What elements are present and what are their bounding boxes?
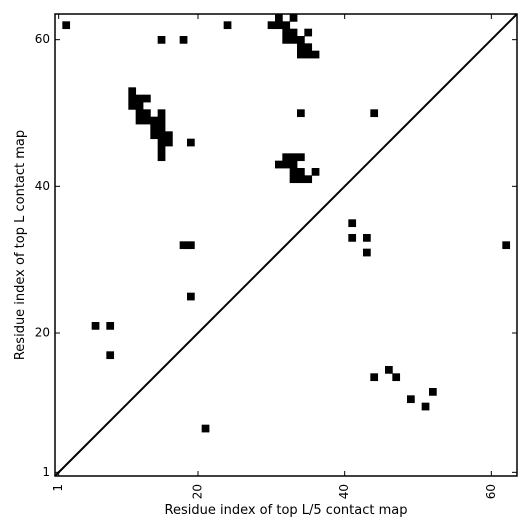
- contact-cell: [370, 109, 379, 118]
- contact-cell: [201, 424, 210, 433]
- contact-cell: [187, 138, 195, 147]
- x-tick-label: 1: [51, 484, 65, 492]
- contact-cell: [157, 116, 166, 125]
- x-tick-label: 20: [191, 484, 205, 499]
- contact-cell: [282, 36, 291, 44]
- contact-cell: [304, 175, 313, 184]
- contact-cell: [385, 366, 393, 374]
- contact-cell: [62, 21, 71, 30]
- contact-cell: [282, 153, 291, 162]
- x-tick-label: 60: [484, 484, 498, 499]
- contact-cell: [363, 248, 371, 257]
- contact-cell: [187, 292, 195, 301]
- contact-cell: [304, 43, 313, 52]
- x-axis-label: Residue index of top L/5 contact map: [165, 503, 408, 518]
- contact-cell: [267, 21, 276, 30]
- x-tick-label: 40: [337, 484, 351, 499]
- contact-cell: [370, 373, 379, 382]
- contact-cell: [150, 124, 159, 132]
- contact-cell: [150, 131, 159, 140]
- contact-cell: [297, 175, 305, 184]
- contact-cell: [275, 160, 283, 169]
- contact-cell: [421, 402, 430, 411]
- contact-cell: [187, 241, 195, 250]
- upper-triangle-contacts: [62, 14, 379, 301]
- contact-cell: [304, 50, 313, 59]
- contact-cell: [297, 153, 305, 162]
- contact-cell: [311, 50, 320, 59]
- contact-cell: [289, 160, 298, 169]
- contact-cell: [282, 28, 291, 37]
- contact-cell: [304, 28, 313, 37]
- contact-cell: [297, 43, 305, 52]
- contact-cell: [289, 175, 298, 184]
- contact-cell: [392, 373, 401, 382]
- y-tick-label: 40: [35, 179, 50, 193]
- contact-cell: [135, 109, 144, 118]
- contact-cell: [165, 138, 173, 147]
- contact-cell: [128, 87, 137, 96]
- contact-cell: [223, 21, 232, 30]
- contact-cell: [282, 21, 291, 30]
- contact-cell: [157, 146, 166, 154]
- contact-cell: [135, 116, 144, 125]
- contact-cell: [289, 14, 298, 22]
- contact-cell: [289, 168, 298, 176]
- contact-cell: [179, 36, 188, 44]
- contact-cell: [128, 102, 137, 110]
- contact-cell: [502, 241, 511, 250]
- contact-cell: [106, 351, 115, 360]
- contact-cell: [143, 109, 151, 118]
- contact-cell: [143, 116, 151, 125]
- contact-cell: [106, 322, 115, 330]
- y-axis-label: Residue index of top L contact map: [13, 130, 28, 360]
- lower-triangle-contacts: [91, 219, 511, 433]
- plot-frame: [54, 13, 518, 477]
- contact-cell: [128, 94, 137, 103]
- contact-cell: [179, 241, 188, 250]
- contact-cell: [91, 322, 100, 330]
- x-axis-ticks: 1 20 40 60: [51, 14, 498, 499]
- contact-cell: [157, 36, 166, 44]
- contact-cell: [157, 131, 166, 140]
- y-tick-label: 60: [35, 32, 50, 46]
- contact-cell: [157, 153, 166, 162]
- contact-cell: [157, 109, 166, 118]
- contact-cell: [289, 153, 298, 162]
- contact-cell: [135, 94, 144, 103]
- contact-cell: [297, 50, 305, 59]
- contact-cell: [165, 131, 173, 140]
- contact-cell: [157, 124, 166, 132]
- contact-cell: [289, 36, 298, 44]
- contact-cell: [429, 388, 437, 396]
- y-axis-ticks: 1 20 40 60: [35, 32, 517, 479]
- contact-cell: [363, 234, 371, 242]
- contact-cell: [407, 395, 415, 404]
- y-tick-label: 20: [35, 326, 50, 340]
- contact-cell: [348, 234, 357, 242]
- contact-cell: [275, 14, 283, 22]
- contact-cell: [150, 116, 159, 125]
- contact-cell: [143, 94, 151, 103]
- contact-cell: [297, 168, 305, 176]
- contact-cell: [135, 102, 144, 110]
- y-tick-label: 1: [42, 465, 50, 479]
- contact-cell: [311, 168, 320, 176]
- contact-cell: [348, 219, 357, 228]
- contact-cell: [297, 109, 305, 118]
- contact-cell: [297, 36, 305, 44]
- contact-cell: [157, 138, 166, 147]
- contact-cell: [275, 21, 283, 30]
- contact-cell: [282, 160, 291, 169]
- contact-cell: [289, 28, 298, 37]
- diagonal-line: [54, 13, 518, 477]
